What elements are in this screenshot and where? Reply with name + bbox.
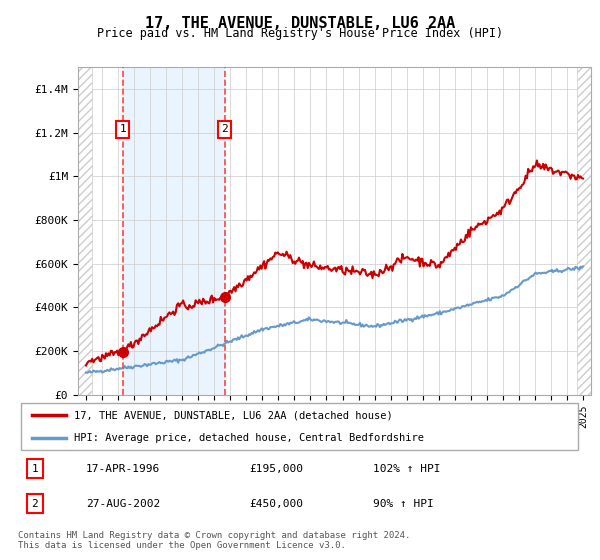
FancyBboxPatch shape [21,403,578,450]
Text: 17-APR-1996: 17-APR-1996 [86,464,160,474]
Text: £450,000: £450,000 [249,499,303,508]
Bar [78,67,92,395]
Text: £195,000: £195,000 [249,464,303,474]
Text: Price paid vs. HM Land Registry's House Price Index (HPI): Price paid vs. HM Land Registry's House … [97,27,503,40]
Text: 102% ↑ HPI: 102% ↑ HPI [373,464,441,474]
Bar [123,67,224,395]
Text: HPI: Average price, detached house, Central Bedfordshire: HPI: Average price, detached house, Cent… [74,433,424,443]
Bar [577,67,591,395]
Text: 27-AUG-2002: 27-AUG-2002 [86,499,160,508]
Text: 2: 2 [32,499,38,508]
Text: Contains HM Land Registry data © Crown copyright and database right 2024.
This d: Contains HM Land Registry data © Crown c… [18,531,410,550]
Text: 1: 1 [119,124,126,134]
Text: 2: 2 [221,124,228,134]
Text: 17, THE AVENUE, DUNSTABLE, LU6 2AA: 17, THE AVENUE, DUNSTABLE, LU6 2AA [145,16,455,31]
Text: 17, THE AVENUE, DUNSTABLE, LU6 2AA (detached house): 17, THE AVENUE, DUNSTABLE, LU6 2AA (deta… [74,410,393,421]
Text: 1: 1 [32,464,38,474]
Text: 90% ↑ HPI: 90% ↑ HPI [373,499,434,508]
